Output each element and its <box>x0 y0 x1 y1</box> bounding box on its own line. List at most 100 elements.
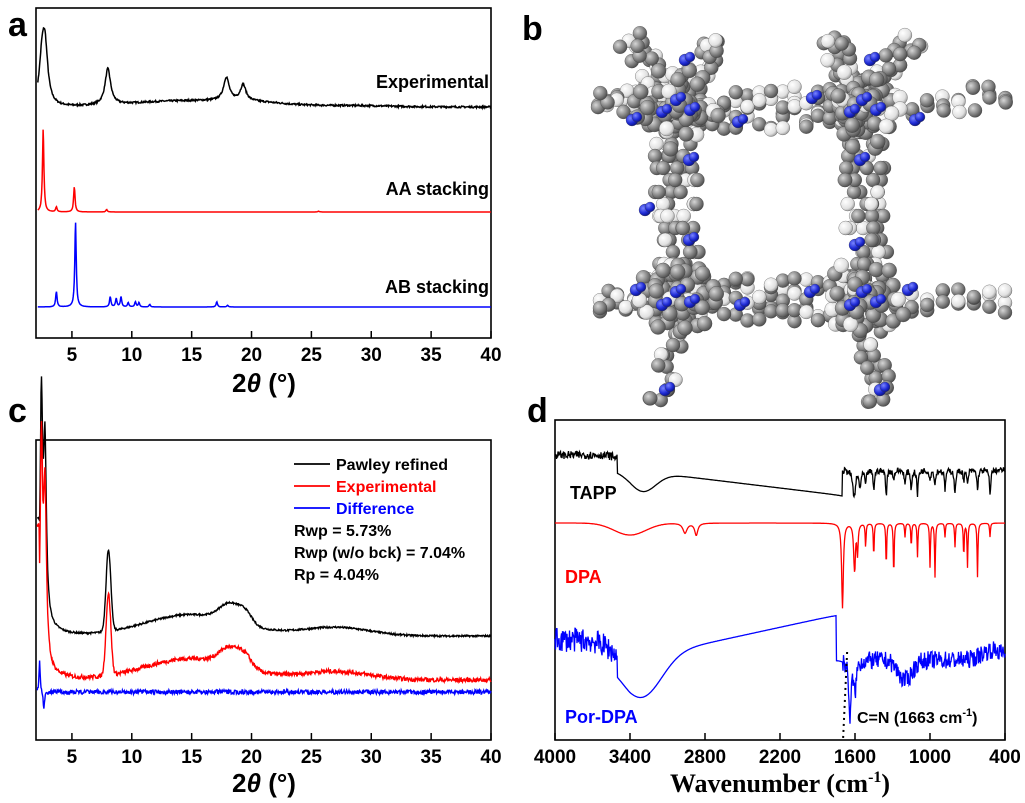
atom-hydrogen <box>840 196 855 212</box>
atom-hydrogen <box>775 120 790 136</box>
panel-label-d: d <box>527 392 548 430</box>
atom-nitrogen <box>811 89 823 101</box>
a-x-tick-label-0: 5 <box>67 345 78 366</box>
panel-a-frame <box>35 7 492 339</box>
atom-nitrogen <box>849 103 861 115</box>
atom-hydrogen <box>863 337 878 352</box>
a-x-tick-label-3: 20 <box>241 345 262 366</box>
atom-carbon <box>892 46 908 62</box>
panel-d-x-ticks: 4000 3400 2800 2200 1600 1000 400 <box>534 733 1021 768</box>
atom-carbon <box>728 271 743 286</box>
stat-rp: Rp = 4.04% <box>294 567 379 584</box>
atom-carbon <box>853 350 869 365</box>
atom-carbon <box>677 320 693 336</box>
panel-c-legend: Pawley refined Experimental Difference R… <box>294 457 465 584</box>
atom-carbon <box>651 358 666 373</box>
atom-hydrogen <box>740 99 755 114</box>
atom-carbon <box>655 262 671 279</box>
atom-carbon <box>633 84 649 100</box>
atom-carbon <box>689 196 704 212</box>
atom-nitrogen <box>809 283 821 295</box>
a-x-tick-label-5: 30 <box>361 345 382 366</box>
legend-label-pawley: Pawley refined <box>336 457 448 474</box>
atom-nitrogen <box>684 51 696 63</box>
atom-nitrogen <box>875 101 887 113</box>
atom-carbon <box>870 133 886 150</box>
atom-carbon <box>662 141 679 157</box>
atom-hydrogen <box>870 184 885 200</box>
atom-hydrogen <box>820 53 835 68</box>
c-x-tick-label-5: 30 <box>361 747 382 768</box>
c-x-tick-label-0: 5 <box>67 747 78 768</box>
atom-nitrogen <box>631 111 643 123</box>
a-x-axis-title-prefix: 2 <box>232 368 246 398</box>
c-series-difference <box>36 660 492 709</box>
d-x-axis-title-end: ) <box>881 769 890 798</box>
c-n-annotation-text: C=N (1663 cm <box>857 710 962 727</box>
atom-hydrogen <box>878 118 895 134</box>
atom-carbon <box>881 262 897 279</box>
d-series-por-dpa <box>554 614 1006 724</box>
d-x-axis-title-text: Wavenumber (cm <box>670 769 868 798</box>
atom-hydrogen <box>787 79 802 94</box>
atom-hydrogen <box>609 288 625 303</box>
atom-hydrogen <box>982 284 997 299</box>
atom-carbon <box>810 108 826 123</box>
atom-carbon <box>822 110 837 126</box>
d-label-tapp: TAPP <box>570 483 617 503</box>
atom-nitrogen <box>689 293 701 305</box>
atom-carbon <box>665 337 681 353</box>
c-n-annotation-end: ) <box>972 710 977 727</box>
a-x-axis-title: 2θ (°) <box>232 368 296 398</box>
atom-hydrogen <box>708 33 723 48</box>
atom-carbon <box>997 305 1013 320</box>
atom-carbon <box>830 88 846 104</box>
atom-hydrogen <box>836 64 852 80</box>
atom-hydrogen <box>660 208 675 224</box>
atom-carbon <box>670 160 685 176</box>
atom-carbon <box>643 391 658 406</box>
atom-nitrogen <box>675 91 687 103</box>
atom-carbon <box>670 71 686 88</box>
atom-carbon <box>869 71 885 88</box>
atom-carbon <box>907 45 922 60</box>
atom-carbon <box>763 83 779 99</box>
panel-d-series <box>554 449 1006 724</box>
atom-carbon <box>670 264 686 280</box>
framework-atoms <box>590 26 1013 409</box>
c-x-axis-title-suffix: (°) <box>261 768 296 798</box>
panel-c-x-ticks: 5 10 15 20 25 30 35 40 <box>67 733 502 768</box>
atom-nitrogen <box>914 111 926 123</box>
atom-hydrogen <box>638 304 655 320</box>
atom-carbon <box>829 285 845 302</box>
atom-carbon <box>834 36 849 51</box>
atom-carbon <box>967 103 983 118</box>
atom-carbon <box>982 299 997 314</box>
atom-nitrogen <box>644 201 656 213</box>
atom-hydrogen <box>752 289 767 305</box>
c-x-axis-title: 2θ (°) <box>232 768 296 798</box>
atom-hydrogen <box>659 120 675 137</box>
atom-carbon <box>647 148 663 164</box>
panel-a: 5 10 15 20 25 30 35 40 Experimental AA stacking… <box>35 7 502 398</box>
atom-carbon <box>650 319 666 335</box>
atom-carbon <box>696 315 713 332</box>
atom-carbon <box>982 90 997 105</box>
a-x-tick-label-7: 40 <box>480 345 501 366</box>
atom-hydrogen <box>833 257 849 274</box>
atom-nitrogen <box>861 91 873 103</box>
atom-carbon <box>648 283 664 299</box>
c-x-tick-label-2: 15 <box>181 747 203 768</box>
atom-carbon <box>675 220 691 236</box>
atom-carbon <box>935 294 950 309</box>
d-x-tick-label-2: 2800 <box>684 747 726 768</box>
c-x-tick-label-1: 10 <box>121 747 142 768</box>
atom-carbon <box>694 299 710 316</box>
d-x-tick-label-0: 4000 <box>534 747 576 768</box>
atom-carbon <box>936 103 951 118</box>
panel-label-c: c <box>8 392 27 430</box>
panel-c-series <box>36 376 492 709</box>
c-n-annotation: C=N (1663 cm-1) <box>857 707 978 727</box>
atom-carbon <box>860 360 875 375</box>
